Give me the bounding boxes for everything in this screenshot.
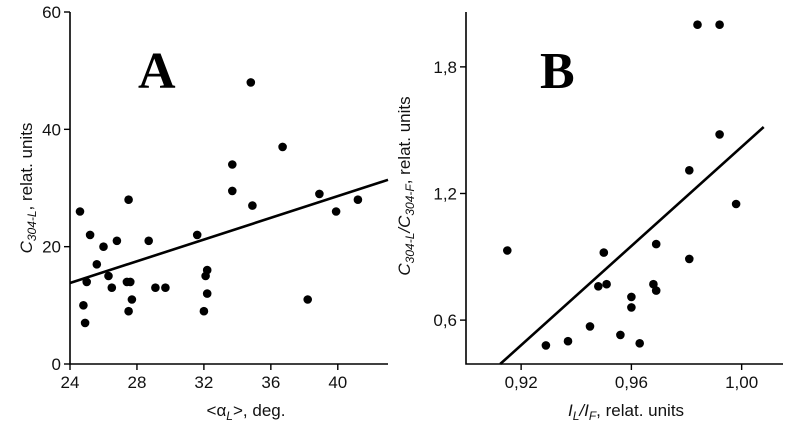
panel-b-point-19 (715, 130, 724, 139)
panel-a-point-19 (192, 230, 202, 240)
panel-a-x-tick-label-3: 32 (194, 373, 213, 392)
panel-a-point-29 (303, 295, 313, 304)
panel-b-x-tick-label-1: 0,92 (505, 373, 538, 392)
panel-a-point-14 (124, 306, 133, 316)
panel-b-point-17 (693, 20, 702, 30)
panel-b-point-7 (602, 279, 611, 289)
panel-a-x-tick-label-2: 28 (127, 373, 146, 392)
panel-a-y-axis-label: C304-L, relat. units (17, 123, 39, 254)
panel-b-point-10 (627, 292, 636, 302)
panel-a-x-axis-label: <αL>, deg. (207, 401, 286, 423)
panel-b-point-6 (599, 248, 609, 257)
panel-a-point-16 (144, 236, 153, 246)
panel-b-y-axis-label: C304-L/C304-F, relat. units (395, 96, 417, 275)
panel-a-point-12 (124, 195, 133, 204)
panel-a-x-tick-label-5: 40 (328, 373, 347, 392)
panel-b-axes (465, 12, 783, 365)
panel-b-y-tick-label-3: 1,8 (433, 58, 457, 77)
panel-a-y-tick-label-3: 40 (42, 120, 61, 139)
panel-a-point-26 (246, 78, 256, 87)
panel-a-point-13 (126, 277, 135, 287)
panel-a-point-18 (161, 283, 170, 293)
panel-b-y-tick-label-1: 0,6 (433, 311, 457, 330)
panel-b-point-20 (731, 199, 741, 209)
panel-b-point-8 (616, 330, 625, 340)
panel-b-point-4 (585, 322, 595, 331)
panel-a-y-tick-label-2: 20 (42, 238, 61, 257)
panel-a-point-8 (104, 271, 113, 281)
panel-b-x-tick-label-2: 0,96 (615, 373, 648, 392)
panel-b-point-3 (563, 336, 573, 346)
panel-a-point-2 (79, 301, 88, 310)
panel-a-point-30 (315, 189, 324, 199)
panel-a-x-tick-label-1: 24 (61, 373, 80, 392)
panel-b-point-18 (715, 20, 724, 30)
panel-a-point-31 (331, 207, 341, 216)
panel-b-point-16 (685, 254, 694, 264)
panel-b-point-9 (627, 303, 636, 312)
panel-a-y-tick-label-4: 60 (42, 3, 61, 22)
panel-b-x-tick-label-3: 1,00 (725, 373, 758, 392)
panel-b-label: B (540, 43, 575, 100)
panel-a-point-25 (228, 186, 237, 196)
panel-a-point-27 (248, 201, 257, 210)
panel-a-point-4 (80, 318, 90, 328)
panel-b-y-tick-label-2: 1,2 (433, 184, 457, 203)
panel-b-point-13 (651, 286, 661, 295)
panel-b-point-2 (541, 341, 551, 350)
panel-a-label: A (138, 43, 176, 100)
panel-b-point-1 (503, 246, 512, 255)
panel-b: 0,92 0,96 1,00 0,6 1,2 1,8 B IL/IF, relat. un… (395, 12, 783, 423)
panel-b-x-axis-label: IL/IF, relat. units (568, 401, 684, 423)
panel-b-point-15 (685, 166, 694, 175)
panel-a-point-20 (199, 306, 209, 316)
panel-a-point-9 (107, 283, 117, 293)
panel-a-axes (69, 12, 388, 365)
panel-a-point-10 (112, 236, 122, 246)
panel-b-point-5 (594, 282, 603, 291)
panel-a-point-22 (202, 265, 212, 275)
panel-b-point-11 (635, 339, 644, 348)
panel-b-fit-line (499, 126, 765, 365)
panel-a: 24 28 32 36 40 0 20 40 60 A <αL>, deg. C304-L, r… (17, 3, 389, 423)
panel-a-point-15 (127, 295, 137, 304)
panel-a-fit-line (69, 178, 389, 285)
panel-b-point-14 (651, 239, 661, 249)
panel-a-x-tick-label-4: 36 (261, 373, 280, 392)
panel-a-point-17 (151, 283, 160, 293)
panel-a-y-tick-label-1: 0 (52, 355, 61, 374)
panel-a-point-23 (202, 289, 212, 298)
panel-a-point-7 (99, 242, 108, 251)
panel-a-point-24 (228, 160, 237, 169)
panel-a-point-3 (82, 277, 91, 287)
panel-a-point-5 (85, 230, 95, 240)
panel-a-point-1 (75, 207, 85, 216)
panel-a-point-32 (353, 195, 363, 204)
panel-a-point-6 (92, 260, 102, 269)
panel-a-point-28 (278, 142, 287, 152)
